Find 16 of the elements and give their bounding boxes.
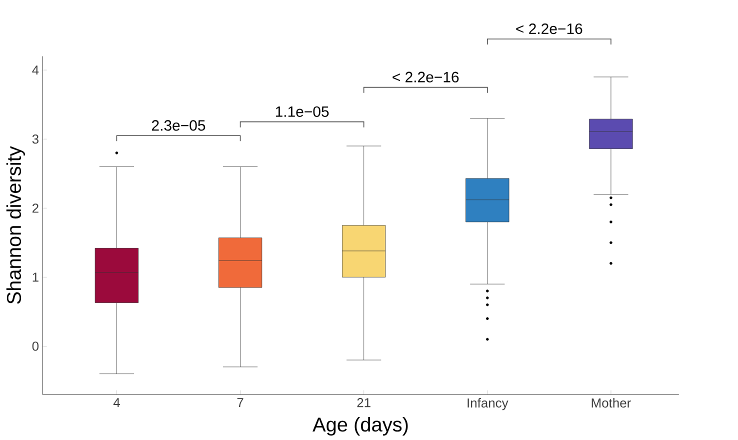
x-tick-label: Infancy: [468, 398, 508, 410]
y-tick-label: 4: [32, 66, 39, 75]
x-tick-label: 4: [113, 398, 120, 407]
x-tick-label: 21: [357, 398, 370, 408]
annotation: 1.1e−05: [276, 106, 329, 117]
x-tick-label: 7: [237, 398, 244, 407]
y-tick-label: 1: [32, 272, 38, 282]
annotation: < 2.2e−16: [392, 72, 459, 82]
annotation: 2.3e−05: [152, 120, 206, 131]
y-tick-label: 2: [32, 204, 38, 213]
y-tick-label: 3: [32, 134, 38, 144]
text: < 2.2e−16: [516, 23, 582, 34]
x-axis-title: Age (days): [312, 417, 408, 436]
y-axis-title: Shannon diversity: [6, 146, 25, 304]
x-tick-label: Mother: [592, 398, 631, 408]
y-tick-label: 0: [32, 342, 39, 351]
